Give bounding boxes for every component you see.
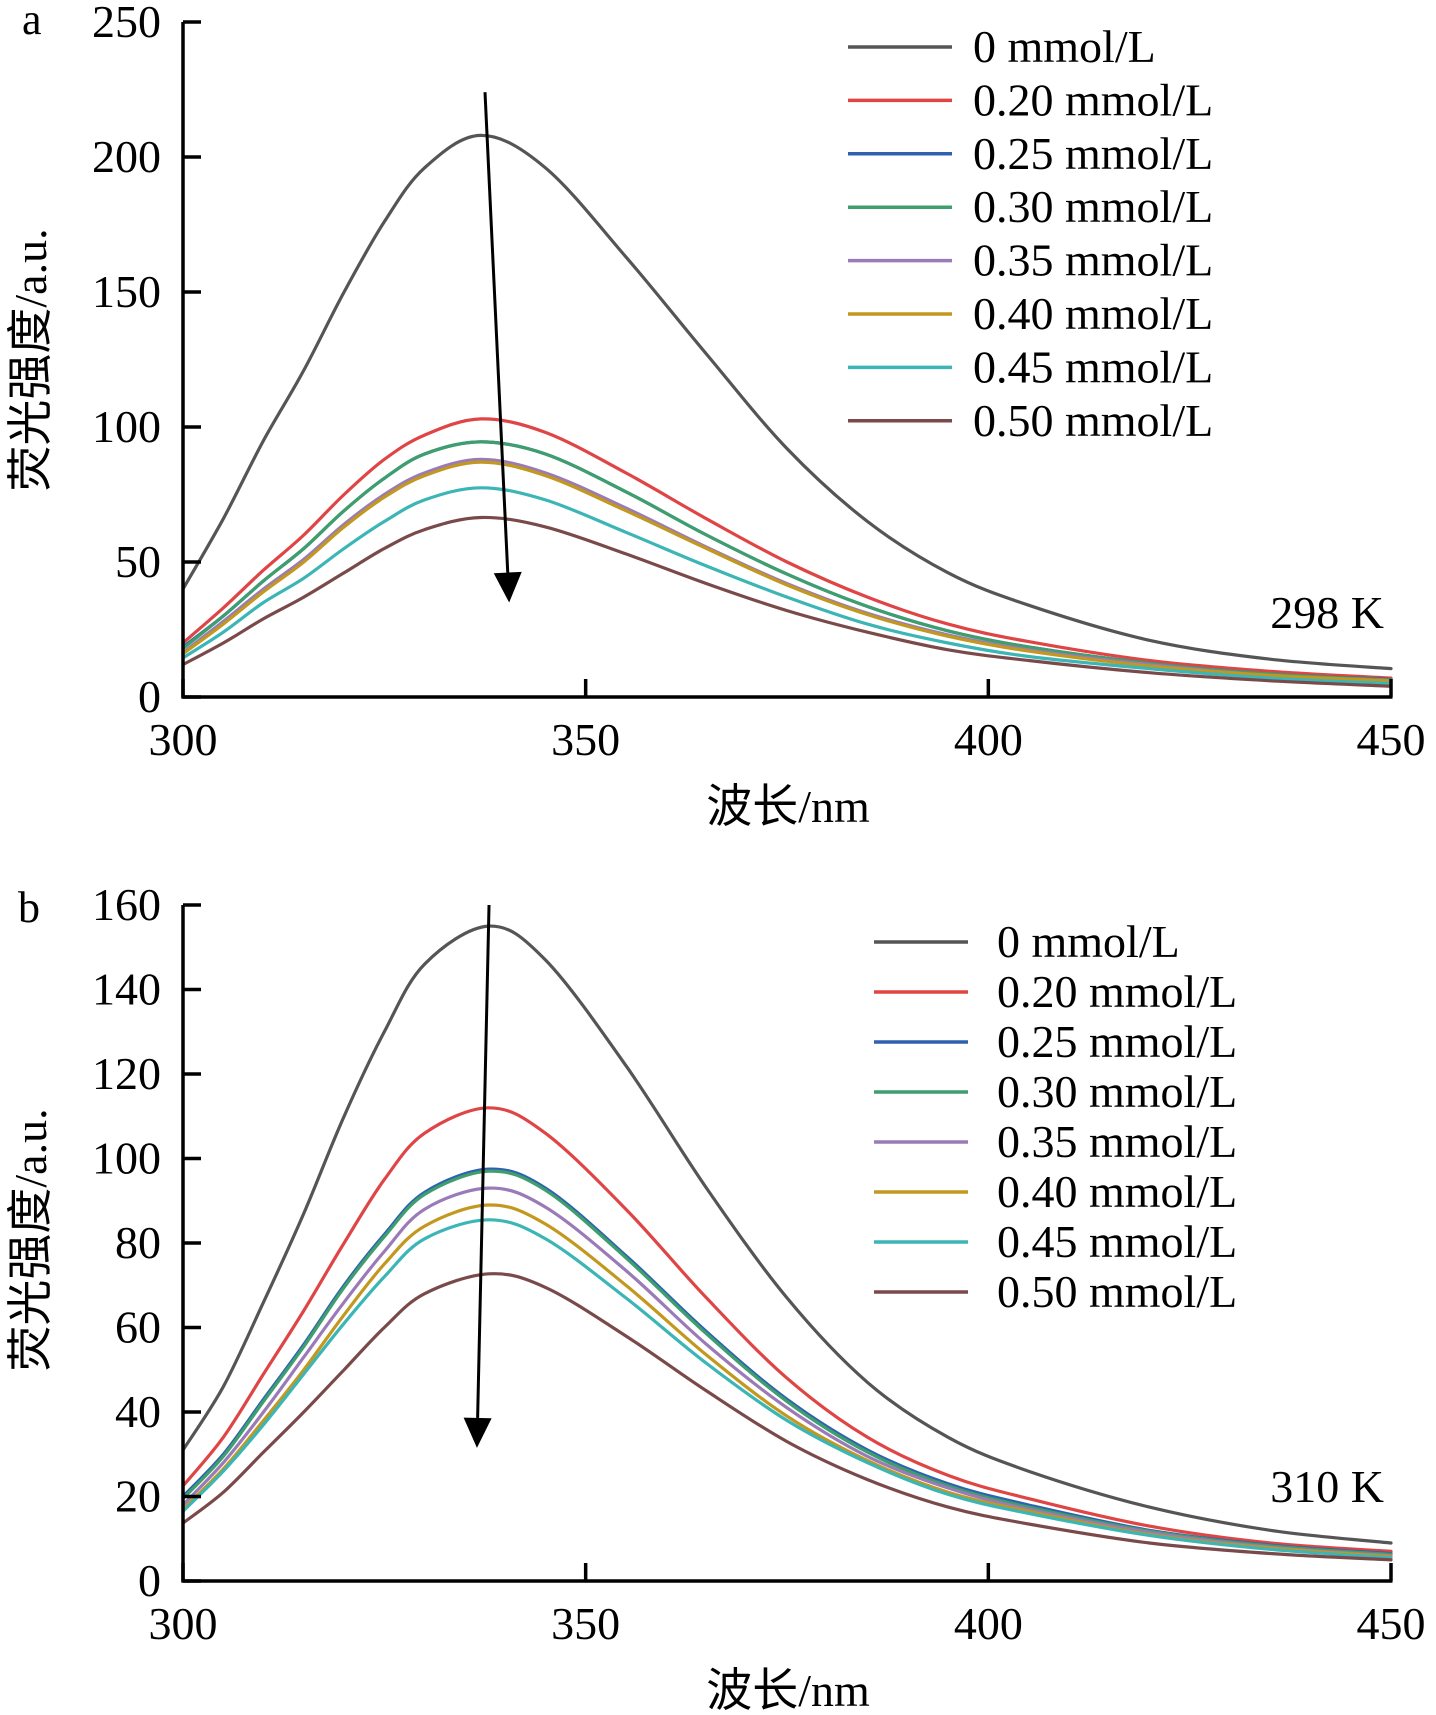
arrow-shaft: [476, 904, 491, 1418]
legend-label: 0.35 mmol/L: [997, 1116, 1237, 1167]
y-tick-label: 100: [92, 401, 161, 452]
series-line-1: [181, 417, 1393, 680]
y-tick-label: 250: [92, 0, 161, 47]
legend-item: 0.30 mmol/L: [848, 181, 1213, 232]
x-tick-label: 300: [149, 714, 218, 765]
legend: 0 mmol/L0.20 mmol/L0.25 mmol/L0.30 mmol/…: [874, 916, 1237, 1317]
legend-label: 0.45 mmol/L: [973, 341, 1213, 392]
y-tick-label: 80: [115, 1217, 161, 1268]
y-tick-label: 150: [92, 266, 161, 317]
y-axis-title: 荧光强度/a.u.: [5, 1108, 56, 1371]
legend-item: 0.30 mmol/L: [874, 1066, 1237, 1117]
series-line-4: [181, 1186, 1393, 1558]
y-tick-label: 0: [138, 671, 161, 722]
legend-item: 0.45 mmol/L: [848, 341, 1213, 392]
legend-item: 0 mmol/L: [848, 21, 1156, 72]
x-axis-title: 波长/nm: [706, 781, 870, 832]
series-line-5: [181, 460, 1393, 683]
plot-lines: [181, 133, 1393, 688]
legend-item: 0.35 mmol/L: [874, 1116, 1237, 1167]
y-axis-title: 荧光强度/a.u.: [5, 228, 56, 491]
y-tick-label: 20: [115, 1471, 161, 1522]
legend-label: 0.40 mmol/L: [973, 288, 1213, 339]
legend-item: 0.25 mmol/L: [848, 128, 1213, 179]
legend-label: 0 mmol/L: [973, 21, 1156, 72]
series-line-6: [181, 486, 1393, 686]
temperature-label: 298 K: [1270, 587, 1384, 638]
x-tick-label: 300: [149, 1598, 218, 1649]
x-tick-label: 400: [954, 714, 1023, 765]
legend-item: 0.50 mmol/L: [874, 1266, 1237, 1317]
legend-label: 0.30 mmol/L: [973, 181, 1213, 232]
legend-label: 0.20 mmol/L: [973, 74, 1213, 125]
axes: [181, 22, 1393, 699]
trend-arrow: [483, 92, 522, 603]
trend-arrow: [463, 904, 492, 1448]
legend-item: 0.50 mmol/L: [848, 395, 1213, 446]
legend-item: 0.35 mmol/L: [848, 235, 1213, 286]
arrow-shaft: [483, 92, 510, 573]
legend-label: 0.50 mmol/L: [973, 395, 1213, 446]
panel-letter: b: [18, 883, 40, 932]
legend-label: 0.25 mmol/L: [973, 128, 1213, 179]
ticks: 0 50 100 150 200 250 300 350 400 450: [92, 0, 1426, 765]
legend-item: 0.40 mmol/L: [848, 288, 1213, 339]
legend-label: 0.25 mmol/L: [997, 1016, 1237, 1067]
legend-label: 0.20 mmol/L: [997, 966, 1237, 1017]
y-tick-label: 120: [92, 1048, 161, 1099]
legend-label: 0.50 mmol/L: [997, 1266, 1237, 1317]
x-axis-title: 波长/nm: [706, 1665, 870, 1715]
plot-lines: [181, 924, 1393, 1562]
ticks: 0 20 40 60 80 100 120 140 160 300 350 400 450: [92, 879, 1426, 1649]
x-tick-label: 350: [551, 714, 620, 765]
legend-item: 0.20 mmol/L: [848, 74, 1213, 125]
y-tick-label: 160: [92, 879, 161, 930]
arrow-head: [463, 1417, 492, 1448]
series-line-7: [181, 1272, 1393, 1562]
legend-label: 0.40 mmol/L: [997, 1166, 1237, 1217]
series-line-0: [181, 133, 1393, 671]
series-line-6: [181, 1218, 1393, 1560]
x-tick-label: 450: [1357, 714, 1426, 765]
x-tick-label: 450: [1357, 1598, 1426, 1649]
x-tick-label: 400: [954, 1598, 1023, 1649]
legend-item: 0.45 mmol/L: [874, 1216, 1237, 1267]
series-line-7: [181, 515, 1393, 688]
arrow-head: [493, 571, 522, 603]
legend-label: 0.45 mmol/L: [997, 1216, 1237, 1267]
y-tick-label: 0: [138, 1555, 161, 1606]
legend-item: 0.20 mmol/L: [874, 966, 1237, 1017]
legend-item: 0.40 mmol/L: [874, 1166, 1237, 1217]
y-tick-label: 200: [92, 131, 161, 182]
legend-label: 0.35 mmol/L: [973, 235, 1213, 286]
y-tick-label: 60: [115, 1302, 161, 1353]
series-line-3: [181, 1169, 1393, 1556]
y-tick-label: 40: [115, 1386, 161, 1437]
legend-item: 0.25 mmol/L: [874, 1016, 1237, 1067]
series-line-0: [181, 924, 1393, 1545]
y-tick-label: 140: [92, 964, 161, 1015]
series-line-1: [181, 1106, 1393, 1553]
legend-label: 0.30 mmol/L: [997, 1066, 1237, 1117]
legend-item: 0 mmol/L: [874, 916, 1180, 967]
series-line-3: [181, 440, 1393, 682]
y-tick-label: 50: [115, 536, 161, 587]
panel-letter: a: [22, 0, 42, 44]
panel-b: b 0 20 40 60 80 100 120 140 160 300 350 400 450 0 mm…: [5, 879, 1426, 1715]
legend-label: 0 mmol/L: [997, 916, 1180, 967]
temperature-label: 310 K: [1270, 1461, 1384, 1512]
y-tick-label: 100: [92, 1133, 161, 1184]
legend: 0 mmol/L0.20 mmol/L0.25 mmol/L0.30 mmol/…: [848, 21, 1213, 446]
x-tick-label: 350: [551, 1598, 620, 1649]
